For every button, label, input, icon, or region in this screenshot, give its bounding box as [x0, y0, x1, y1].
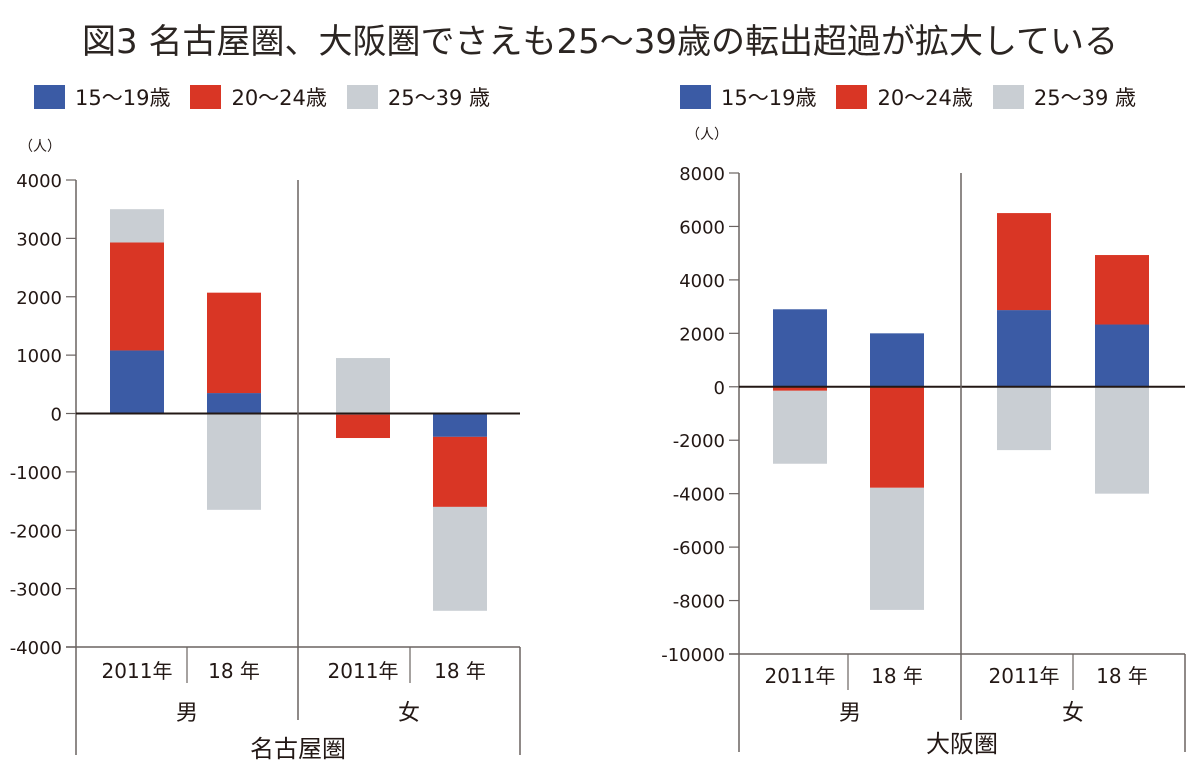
bar-segment-15-19 — [433, 413, 487, 437]
y-tick-label: 0 — [51, 405, 62, 426]
bar-segment-20-24 — [433, 436, 487, 507]
legend-label: 15〜19歳 — [75, 86, 171, 110]
group-label-female: 女 — [1062, 701, 1084, 726]
x-category-label: 18 年 — [208, 659, 260, 683]
bar-segment-20-24 — [997, 213, 1051, 311]
bar-segment-25-39 — [433, 506, 487, 611]
y-tick-label: -4000 — [673, 485, 725, 506]
y-tick-label: 3000 — [16, 229, 62, 250]
bar-segment-20-24 — [207, 292, 261, 394]
bar-segment-15-19 — [207, 393, 261, 414]
bar-segment-25-39 — [870, 487, 924, 610]
y-tick-label: 6000 — [679, 217, 725, 238]
legend-item-20-24: 20〜24歳 — [190, 82, 327, 112]
legend-label: 25〜39 歳 — [1033, 86, 1137, 110]
y-tick-label: -3000 — [10, 580, 62, 601]
y-axis-unit-label: （人） — [686, 127, 728, 143]
bar-segment-25-39 — [207, 413, 261, 510]
y-tick-label: -10000 — [661, 645, 725, 666]
y-tick-label: -4000 — [10, 638, 62, 659]
bar-segment-15-19 — [870, 333, 924, 387]
bar-segment-25-39 — [110, 209, 164, 243]
y-tick-label: 2000 — [679, 324, 725, 345]
bar-segment-20-24 — [336, 414, 390, 439]
bar-segment-15-19 — [110, 350, 164, 414]
y-tick-label: -6000 — [673, 538, 725, 559]
legend-item-25-39: 25〜39 歳 — [992, 82, 1137, 112]
region-label: 大阪圏 — [926, 730, 998, 758]
bar-segment-15-19 — [1095, 324, 1149, 387]
bar-segment-15-19 — [997, 310, 1051, 387]
legend-left: 15〜19歳 20〜24歳 25〜39 歳 — [34, 82, 510, 112]
y-tick-label: 1000 — [16, 346, 62, 367]
figure-title: 図3 名古屋圏、大阪圏でさえも25〜39歳の転出超過が拡大している — [82, 22, 1118, 62]
legend-swatch-grey — [992, 85, 1024, 109]
x-category-label: 2011年 — [328, 659, 399, 683]
legend-swatch-grey — [346, 85, 378, 109]
region-label: 名古屋圏 — [250, 735, 346, 763]
x-category-label: 18 年 — [434, 659, 486, 683]
legend-item-25-39: 25〜39 歳 — [346, 82, 491, 112]
bar-segment-20-24 — [1095, 255, 1149, 325]
y-tick-label: 4000 — [16, 171, 62, 192]
y-tick-label: 8000 — [679, 164, 725, 185]
bar-segment-25-39 — [336, 358, 390, 414]
y-tick-label: 4000 — [679, 271, 725, 292]
legend-item-15-19: 15〜19歳 — [34, 82, 170, 112]
y-tick-label: 2000 — [16, 288, 62, 309]
legend-label: 25〜39 歳 — [387, 86, 491, 110]
y-tick-label: 0 — [714, 378, 725, 399]
bar-segment-25-39 — [773, 390, 827, 464]
legend-swatch-red — [836, 85, 868, 109]
legend-swatch-red — [190, 85, 222, 109]
x-category-label: 18 年 — [1096, 664, 1148, 688]
y-tick-label: -2000 — [673, 431, 725, 452]
legend-label: 15〜19歳 — [721, 86, 817, 110]
bar-segment-25-39 — [1095, 386, 1149, 494]
legend-swatch-blue — [34, 85, 65, 109]
legend-swatch-blue — [680, 85, 711, 109]
legend-right: 15〜19歳 20〜24歳 25〜39 歳 — [680, 82, 1156, 112]
legend-label: 20〜24歳 — [231, 86, 327, 110]
x-category-label: 2011年 — [102, 659, 173, 683]
y-axis-unit-label: （人） — [19, 139, 61, 155]
group-label-female: 女 — [398, 701, 420, 726]
legend-label: 20〜24歳 — [877, 86, 973, 110]
group-label-male: 男 — [839, 701, 861, 726]
bar-segment-25-39 — [997, 386, 1051, 451]
group-label-male: 男 — [176, 701, 198, 726]
y-tick-label: -8000 — [673, 592, 725, 613]
bar-segment-20-24 — [870, 386, 924, 488]
bar-segment-20-24 — [773, 386, 827, 391]
x-category-label: 18 年 — [871, 664, 923, 688]
x-category-label: 2011年 — [765, 664, 836, 688]
y-tick-label: -2000 — [10, 521, 62, 542]
legend-item-20-24: 20〜24歳 — [836, 82, 973, 112]
legend-item-15-19: 15〜19歳 — [680, 82, 816, 112]
bar-segment-20-24 — [110, 242, 164, 351]
bar-segment-15-19 — [773, 309, 827, 387]
x-category-label: 2011年 — [989, 664, 1060, 688]
y-tick-label: -1000 — [10, 463, 62, 484]
